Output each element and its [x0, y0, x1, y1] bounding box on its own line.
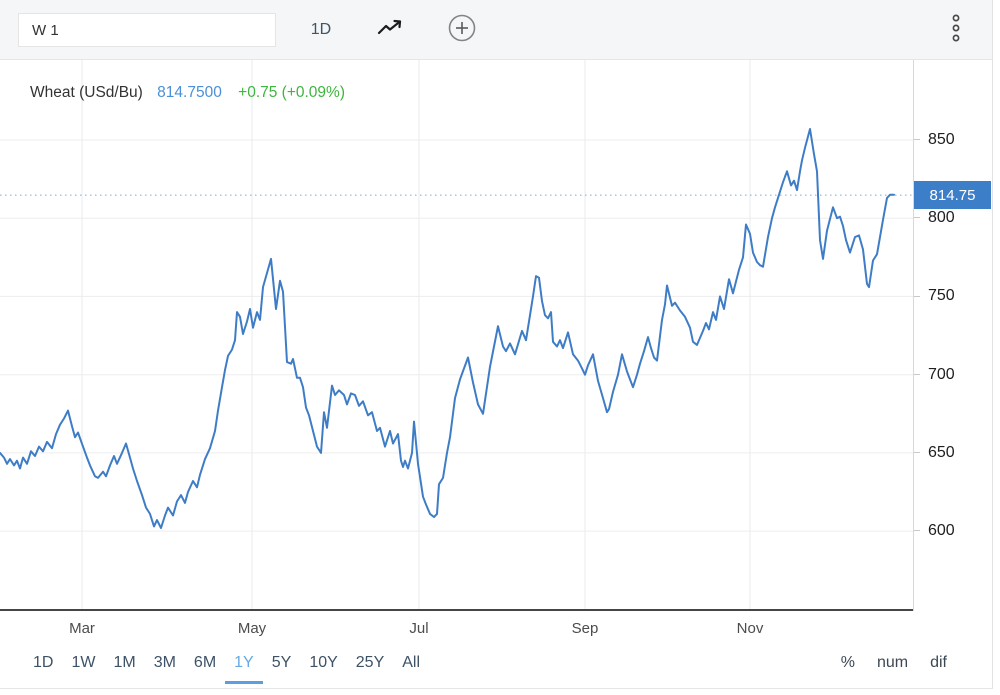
- add-series-button[interactable]: [444, 13, 480, 47]
- x-axis-month-label: Mar: [69, 620, 95, 637]
- line-chart-type-icon: [377, 19, 403, 42]
- range-button-1w[interactable]: 1W: [71, 654, 96, 671]
- range-button-10y[interactable]: 10Y: [309, 654, 338, 671]
- y-axis-tick: [914, 295, 920, 297]
- chart-plot-area[interactable]: Wheat (USd/Bu) 814.7500 +0.75 (+0.09%): [0, 60, 913, 611]
- axis-mode-dif[interactable]: dif: [930, 654, 947, 671]
- y-axis-tick: [914, 139, 920, 141]
- price-line-chart[interactable]: [0, 60, 913, 611]
- kebab-menu-icon: [950, 12, 962, 49]
- current-price-tag: 814.75: [914, 181, 991, 210]
- range-button-6m[interactable]: 6M: [193, 654, 217, 671]
- range-button-1y[interactable]: 1Y: [225, 653, 263, 684]
- range-button-1m[interactable]: 1M: [113, 654, 136, 671]
- symbol-input[interactable]: [18, 13, 276, 47]
- y-axis-label: 750: [914, 287, 955, 305]
- range-button-25y[interactable]: 25Y: [355, 654, 385, 671]
- axis-mode-selector: % num dif: [841, 653, 947, 673]
- axis-mode-percent[interactable]: %: [840, 654, 855, 671]
- range-button-all[interactable]: All: [402, 654, 421, 671]
- x-axis-month-label: May: [237, 620, 267, 637]
- y-axis-tick: [914, 217, 920, 219]
- last-price-value: 814.7500: [157, 84, 222, 101]
- y-axis-tick: [914, 452, 920, 454]
- chart-type-button[interactable]: [372, 13, 408, 47]
- x-axis-month-label: Jul: [409, 620, 429, 637]
- interval-button[interactable]: 1D: [310, 21, 332, 38]
- x-axis-month-label: Sep: [571, 620, 599, 637]
- add-circle-icon: [447, 13, 477, 48]
- range-button-5y[interactable]: 5Y: [271, 654, 292, 671]
- x-axis-month-label: Nov: [736, 620, 764, 637]
- y-axis-label: 650: [914, 444, 955, 462]
- range-button-3m[interactable]: 3M: [153, 654, 176, 671]
- menu-button[interactable]: [944, 12, 968, 48]
- axis-mode-num[interactable]: num: [876, 654, 909, 671]
- y-axis-label: 700: [914, 366, 955, 384]
- price-axis[interactable]: 814.75 850 800 750 700 650 600: [913, 60, 992, 611]
- chart-legend: Wheat (USd/Bu) 814.7500 +0.75 (+0.09%): [30, 84, 345, 102]
- range-button-1d[interactable]: 1D: [33, 654, 54, 671]
- y-axis-label: 800: [914, 209, 955, 227]
- y-axis-tick: [914, 530, 920, 532]
- y-axis-label: 600: [914, 522, 955, 540]
- y-axis-label: 850: [914, 131, 955, 149]
- price-change-value: +0.75 (+0.09%): [238, 84, 345, 101]
- toolbar: 1D: [0, 0, 992, 60]
- time-axis: Mar May Jul Sep Nov: [0, 620, 913, 640]
- y-axis-tick: [914, 373, 920, 375]
- range-selector: 1D 1W 1M 3M 6M 1Y 5Y 10Y 25Y All: [24, 653, 429, 684]
- x-axis-line: [0, 609, 913, 611]
- instrument-name: Wheat (USd/Bu): [30, 84, 143, 101]
